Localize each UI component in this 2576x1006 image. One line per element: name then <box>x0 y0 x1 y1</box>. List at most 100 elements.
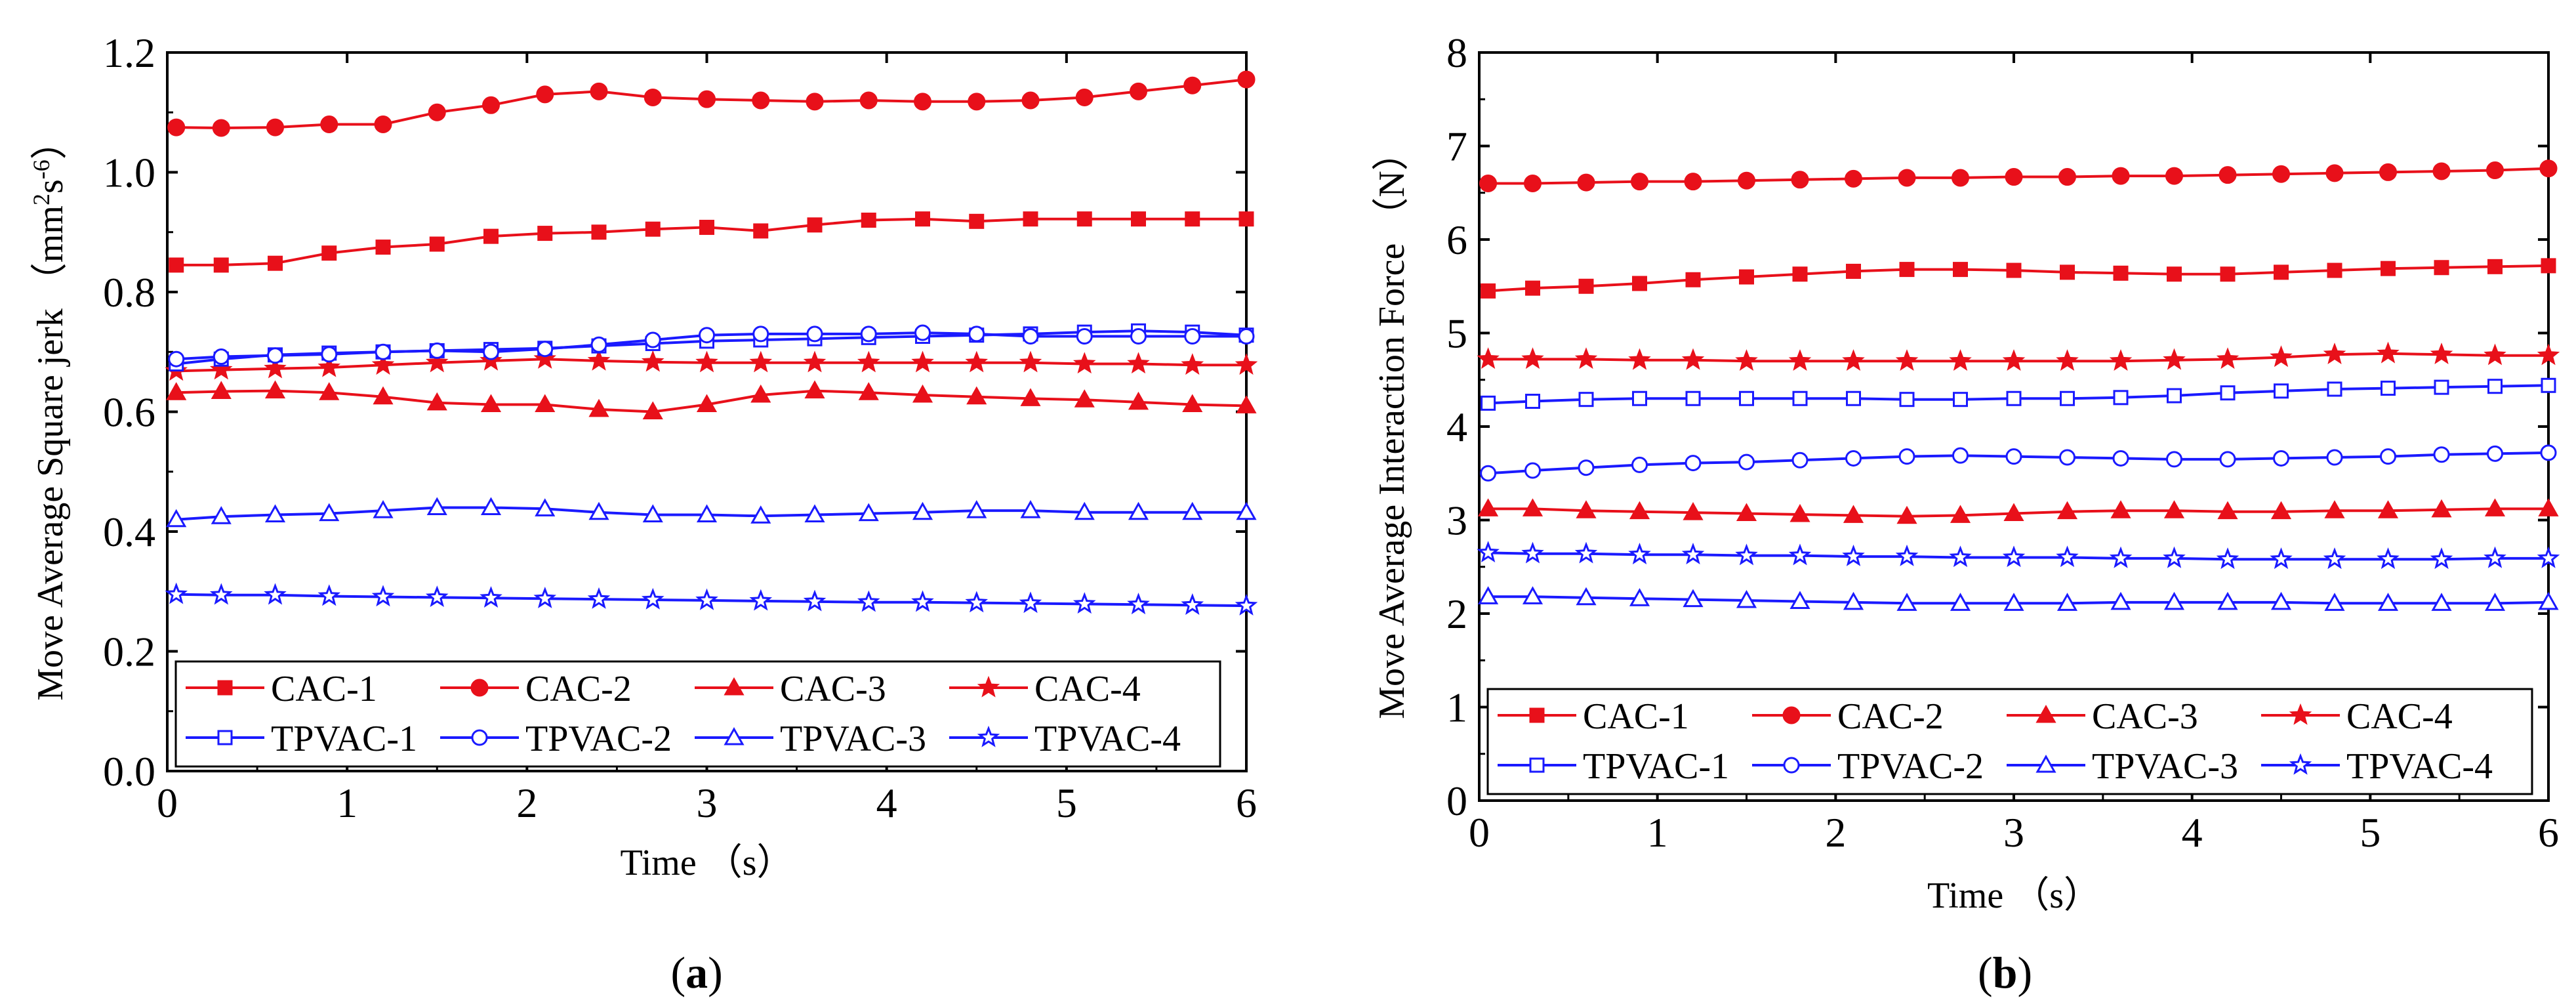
data-point-TPVAC-1 <box>2113 390 2129 406</box>
y-tick-label: 1.2 <box>103 30 155 76</box>
data-point-TPVAC-4 <box>2484 546 2506 568</box>
data-point-TPVAC-2 <box>321 346 338 363</box>
series-TPVAC-3 <box>166 497 1257 528</box>
data-point-CAC-2 <box>212 119 230 137</box>
data-point-CAC-1 <box>2060 264 2075 280</box>
series-CAC-2 <box>1479 159 2558 192</box>
data-point-TPVAC-3 <box>1236 501 1257 520</box>
data-point-CAC-3 <box>373 386 394 405</box>
data-point-TPVAC-3 <box>2431 593 2452 611</box>
data-point-CAC-3 <box>1128 391 1149 410</box>
data-point-CAC-4 <box>533 347 557 369</box>
data-point-TPVAC-3 <box>1576 587 1597 606</box>
data-point-TPVAC-2 <box>1952 447 1969 464</box>
data-point-CAC-4 <box>1019 350 1042 373</box>
data-point-CAC-4 <box>371 353 395 375</box>
data-point-CAC-1 <box>2487 259 2503 274</box>
data-point-CAC-2 <box>2005 168 2023 186</box>
data-point-CAC-2 <box>266 118 284 136</box>
data-point-TPVAC-3 <box>2324 593 2345 611</box>
legend-marker-TPVAC-1 <box>1529 757 1545 773</box>
series-TPVAC-4 <box>165 582 1258 616</box>
data-point-CAC-2 <box>806 93 824 111</box>
data-point-CAC-1 <box>1023 211 1038 227</box>
y-tick-label: 2 <box>1446 591 1467 637</box>
y-tick-label: 4 <box>1446 404 1467 450</box>
data-point-TPVAC-1 <box>1525 394 1540 409</box>
data-point-CAC-1 <box>861 213 876 228</box>
data-point-TPVAC-1 <box>2541 377 2556 393</box>
data-point-TPVAC-3 <box>1522 586 1544 604</box>
legend-marker-TPVAC-3 <box>724 726 745 745</box>
data-point-CAC-3 <box>1843 505 1864 523</box>
data-point-TPVAC-2 <box>1076 328 1093 345</box>
data-point-TPVAC-4 <box>317 584 341 606</box>
data-point-CAC-1 <box>699 219 714 235</box>
data-point-CAC-3 <box>2056 501 2078 520</box>
data-point-CAC-1 <box>1238 211 1254 227</box>
data-point-CAC-2 <box>167 118 186 136</box>
data-point-CAC-3 <box>1182 394 1203 413</box>
data-point-CAC-2 <box>1898 169 1916 187</box>
data-point-TPVAC-2 <box>1738 453 1755 471</box>
data-point-CAC-2 <box>1183 76 1202 94</box>
data-point-CAC-4 <box>1895 349 1919 371</box>
data-point-CAC-4 <box>1181 353 1204 375</box>
data-point-CAC-2 <box>1952 169 1969 187</box>
data-point-TPVAC-3 <box>319 503 340 522</box>
data-point-TPVAC-2 <box>267 347 283 364</box>
data-point-CAC-2 <box>1738 171 1755 190</box>
data-point-TPVAC-1 <box>1739 390 1754 406</box>
data-point-CAC-3 <box>480 394 502 413</box>
data-point-CAC-4 <box>2270 345 2293 367</box>
data-point-CAC-3 <box>166 382 187 400</box>
data-point-TPVAC-3 <box>1128 501 1149 520</box>
series-TPVAC-4 <box>1477 541 2560 570</box>
data-point-TPVAC-2 <box>590 336 607 353</box>
data-point-CAC-1 <box>969 213 985 229</box>
data-point-CAC-4 <box>911 350 934 373</box>
data-point-CAC-1 <box>429 236 445 252</box>
data-point-CAC-2 <box>1684 173 1702 191</box>
legend-marker-CAC-1 <box>1529 707 1545 723</box>
data-point-TPVAC-4 <box>2430 547 2453 570</box>
data-point-TPVAC-3 <box>166 509 187 528</box>
panel-label: (a) <box>671 948 723 997</box>
data-point-CAC-2 <box>536 85 554 104</box>
data-point-CAC-4 <box>749 350 773 373</box>
data-point-TPVAC-1 <box>1899 392 1915 408</box>
data-point-TPVAC-4 <box>1181 593 1204 616</box>
data-point-TPVAC-2 <box>1685 455 1702 472</box>
legend-label-TPVAC-3: TPVAC-3 <box>780 719 926 759</box>
data-point-TPVAC-4 <box>803 589 827 612</box>
data-point-CAC-3 <box>2003 503 2024 522</box>
data-point-CAC-1 <box>1685 272 1701 287</box>
data-point-TPVAC-1 <box>2006 390 2022 406</box>
data-point-CAC-2 <box>2218 166 2237 184</box>
data-point-CAC-2 <box>1479 175 1498 192</box>
x-tick-label: 4 <box>876 780 897 826</box>
data-point-TPVAC-4 <box>1681 542 1705 565</box>
legend-label-CAC-1: CAC-1 <box>1583 696 1689 737</box>
data-point-CAC-1 <box>1525 280 1540 296</box>
data-point-CAC-3 <box>912 384 933 403</box>
data-point-CAC-2 <box>1021 91 1040 110</box>
data-point-TPVAC-3 <box>535 498 556 516</box>
legend-label-CAC-1: CAC-1 <box>271 669 377 709</box>
data-point-CAC-2 <box>1130 82 1147 100</box>
data-point-CAC-1 <box>645 221 661 237</box>
data-point-CAC-4 <box>1574 347 1598 369</box>
x-tick-label: 6 <box>2538 809 2559 856</box>
data-point-TPVAC-2 <box>968 325 985 343</box>
data-point-TPVAC-2 <box>1578 459 1595 476</box>
data-point-TPVAC-4 <box>2377 547 2400 570</box>
data-point-TPVAC-4 <box>587 587 611 609</box>
data-point-TPVAC-3 <box>2056 593 2078 611</box>
data-point-CAC-3 <box>588 398 609 417</box>
data-point-TPVAC-4 <box>1788 543 1812 566</box>
data-point-TPVAC-3 <box>858 503 879 522</box>
legend-label-CAC-2: CAC-2 <box>525 669 632 709</box>
data-point-TPVAC-4 <box>1127 593 1150 615</box>
data-point-TPVAC-3 <box>1683 589 1704 608</box>
